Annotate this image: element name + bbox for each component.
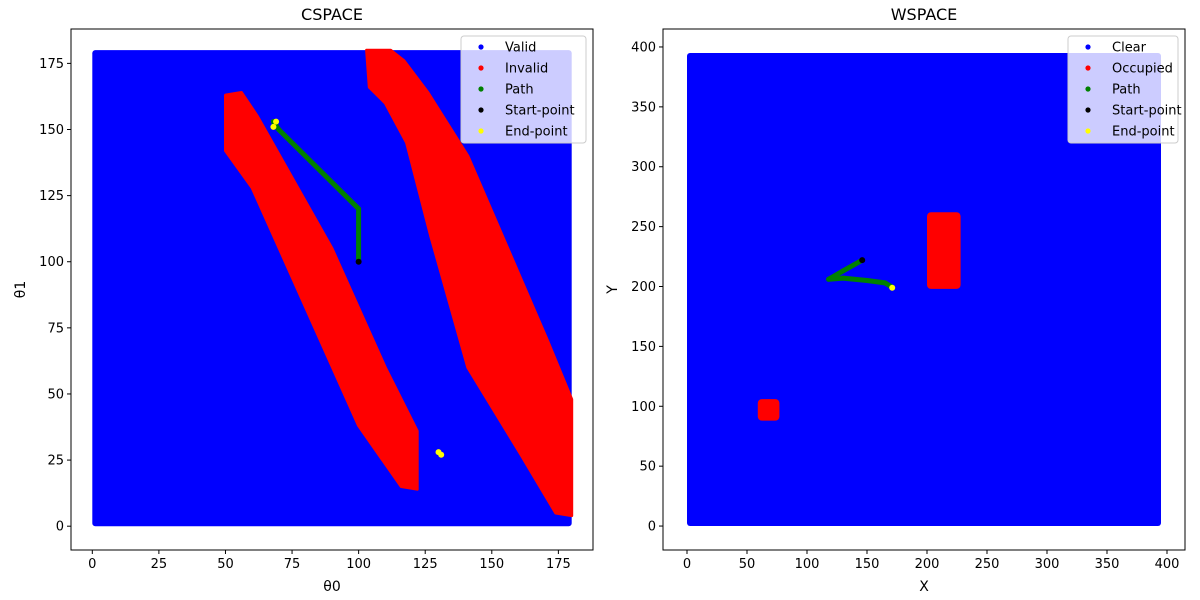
legend-marker: [478, 128, 484, 134]
x-tick-label: 150: [479, 557, 504, 572]
x-tick-label: 0: [88, 557, 96, 572]
path-point-4: [840, 275, 846, 281]
path-point-5: [864, 278, 870, 284]
x-tick-label: 400: [1155, 557, 1180, 572]
x-tick-label: 300: [1035, 557, 1060, 572]
y-tick-label: 100: [39, 255, 64, 270]
end-point-2: [273, 118, 280, 125]
end-point-1: [270, 123, 277, 130]
x-axis-label: X: [919, 579, 929, 595]
y-tick-label: 200: [631, 280, 656, 295]
legend-marker: [1085, 65, 1091, 71]
legend-label: Path: [1112, 83, 1141, 98]
legend-label: End-point: [1112, 125, 1175, 140]
legend-box: [1067, 35, 1179, 144]
legend-label: Clear: [1112, 41, 1147, 56]
x-tick-label: 250: [975, 557, 1000, 572]
y-tick-label: 0: [648, 520, 656, 535]
path-point-2: [356, 206, 362, 212]
legend-marker: [1085, 107, 1091, 113]
y-tick-label: 250: [631, 220, 656, 235]
path-point-3: [276, 126, 282, 132]
x-tick-label: 50: [739, 557, 756, 572]
legend-label: Valid: [505, 41, 536, 56]
y-tick-label: 150: [39, 123, 64, 138]
legend-label: Start-point: [1112, 104, 1182, 119]
y-tick-label: 150: [631, 340, 656, 355]
y-tick-label: 125: [39, 189, 64, 204]
path-point-6: [882, 280, 888, 286]
x-axis-label: θ0: [323, 579, 340, 595]
axes-frame: [662, 28, 1186, 551]
y-tick-label: 100: [631, 400, 656, 415]
legend-label: Path: [505, 83, 534, 98]
y-axis-label: θ1: [13, 281, 29, 298]
y-tick-label: 175: [39, 57, 64, 72]
x-tick-label: 100: [346, 557, 371, 572]
occupied-rect-2: [757, 399, 780, 421]
x-tick-label: 125: [413, 557, 438, 572]
y-tick-label: 0: [56, 520, 64, 535]
y-tick-label: 50: [47, 387, 64, 402]
plot-area: [92, 48, 574, 527]
end-point-1: [889, 284, 896, 291]
legend-marker: [478, 44, 484, 50]
x-tick-label: 200: [915, 557, 940, 572]
path-point-2: [840, 268, 846, 274]
y-tick-label: 350: [631, 100, 656, 115]
invalid-band-1: [224, 91, 419, 491]
legend-marker: [478, 86, 484, 92]
x-tick-label: 350: [1095, 557, 1120, 572]
legend: Clear Occupied Path Start-point End-point: [1067, 35, 1182, 144]
legend-box: [460, 35, 587, 144]
y-axis-label: Y: [605, 285, 621, 295]
legend-label: End-point: [505, 125, 568, 140]
y-tick-label: 25: [47, 454, 64, 469]
x-tick-label: 75: [284, 557, 301, 572]
legend-marker: [478, 107, 484, 113]
y-tick-label: 400: [631, 40, 656, 55]
legend-label: Start-point: [505, 104, 575, 119]
y-tick-label: 300: [631, 160, 656, 175]
legend-marker: [1085, 86, 1091, 92]
legend: Valid Invalid Path Start-point End-point: [460, 35, 587, 144]
chart-title: CSPACE: [301, 5, 363, 24]
chart-panel-2: 0 50 100 150 200 250 300 350 400 0 50 100 150 200 250 3…: [605, 5, 1186, 595]
start-point-1: [355, 258, 362, 265]
x-tick-label: 100: [795, 557, 820, 572]
y-tick-label: 50: [639, 460, 656, 475]
plot-area: [687, 52, 1161, 527]
legend-label: Invalid: [505, 62, 548, 77]
occupied-rect-1: [927, 212, 961, 289]
x-tick-label: 175: [546, 557, 571, 572]
legend-label: Occupied: [1112, 62, 1173, 77]
axes-frame: [70, 28, 594, 551]
x-tick-label: 25: [151, 557, 168, 572]
end-point-4: [438, 451, 445, 458]
region-clear: [687, 52, 1161, 527]
chart-title: WSPACE: [891, 5, 958, 24]
x-tick-label: 150: [855, 557, 880, 572]
y-tick-label: 75: [47, 321, 64, 336]
legend-marker: [478, 65, 484, 71]
x-tick-label: 0: [683, 557, 691, 572]
legend-marker: [1085, 128, 1091, 134]
start-point-1: [859, 257, 866, 264]
x-tick-label: 50: [217, 557, 234, 572]
chart-panel-1: 0 25 50 75 100 125 150 175 0 25 50 75 100 125 150 175 CS…: [13, 5, 594, 595]
legend-marker: [1085, 44, 1091, 50]
path-point-3: [826, 276, 832, 282]
invalid-band-2: [365, 48, 574, 518]
